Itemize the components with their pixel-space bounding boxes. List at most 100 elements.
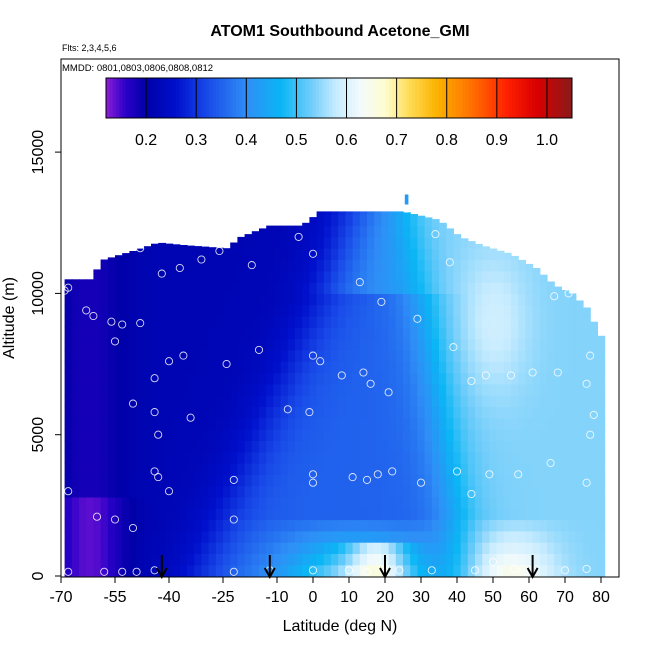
colorbar-segment [269,78,273,118]
heatmap-cell [367,395,375,407]
heatmap-cell [511,361,519,374]
heatmap-cell [244,293,253,306]
heatmap-cell [237,395,246,407]
heatmap-cell [64,485,73,498]
heatmap-cell [100,463,109,475]
heatmap-cell [172,259,181,272]
heatmap-cell [381,474,390,487]
heatmap-cell [251,383,260,396]
heatmap-cell [359,508,368,521]
heatmap-cell [323,440,332,453]
heatmap-cell [496,406,505,419]
heatmap-cell [316,372,325,385]
heatmap-cell [417,508,426,521]
heatmap-cell [323,236,332,249]
colorbar-segment [442,78,447,118]
heatmap-cell [475,383,483,396]
heatmap-cell [136,349,145,362]
heatmap-cell [424,553,433,566]
heatmap-cell [136,417,145,430]
heatmap-cell [273,530,282,543]
heatmap-cell [259,463,267,475]
heatmap-cell [496,564,505,577]
heatmap-cell [388,349,397,362]
heatmap-cell [215,247,224,249]
heatmap-cell [410,383,418,396]
heatmap-cell [237,451,246,464]
heatmap-cell [417,327,426,340]
heatmap-cell [323,429,332,441]
heatmap-cell [381,463,390,475]
heatmap-cell [431,293,440,306]
x-tick-label: -25 [211,589,234,606]
heatmap-cell [352,553,361,566]
colorbar-segment [222,78,227,118]
heatmap-cell [403,406,411,419]
heatmap-cell [583,327,591,340]
heatmap-cell [230,406,238,419]
heatmap-cell [518,338,526,351]
heatmap-cell [403,248,411,261]
heatmap-cell [93,519,102,532]
heatmap-cell [496,282,505,294]
heatmap-cell [554,440,562,453]
heatmap-cell [100,304,109,317]
heatmap-cell [367,361,375,374]
heatmap-cell [223,338,231,351]
heatmap-cell [525,282,534,294]
heatmap-cell [424,542,433,554]
heatmap-cell [583,485,591,498]
colorbar-segment [302,78,307,118]
heatmap-cell [561,485,570,498]
heatmap-cell [172,451,181,464]
heatmap-cell [568,485,577,498]
heatmap-cell [489,383,498,396]
heatmap-cell [179,293,188,306]
heatmap-cell [467,282,476,294]
heatmap-cell [93,530,102,543]
heatmap-cell [460,293,469,306]
heatmap-cell [266,429,274,441]
heatmap-cell [223,349,231,362]
heatmap-cell [575,417,584,430]
heatmap-cell [179,440,188,453]
heatmap-cell [158,496,166,509]
colorbar-frame [105,77,573,119]
heatmap-cell [158,293,166,306]
colorbar-segment [106,78,110,118]
heatmap-cell [122,530,130,543]
heatmap-cell [302,236,310,249]
heatmap-cell [309,338,318,351]
heatmap-cell [338,327,346,340]
heatmap-cell [165,485,174,498]
heatmap-cell [187,361,195,374]
heatmap-cell [403,417,411,430]
heatmap-cell [539,304,548,317]
heatmap-cell [467,248,476,261]
heatmap-cell [518,530,526,543]
heatmap-cell [158,304,166,317]
observation-point [64,567,73,576]
heatmap-cell [460,338,469,351]
heatmap-cell [518,496,526,509]
heatmap-cell [230,564,238,577]
heatmap-cell [359,270,368,283]
heatmap-cell [115,440,123,453]
heatmap-cell [431,270,440,283]
heatmap-cell [388,417,397,430]
heatmap-cell [417,361,426,374]
heatmap-cell [403,485,411,498]
heatmap-cell [352,338,361,351]
heatmap-cell [251,270,260,283]
heatmap-cell [316,530,325,543]
heatmap-cell [424,451,433,464]
colorbar-segment [135,78,140,118]
heatmap-cell [439,395,447,407]
heatmap-cell [381,542,390,554]
heatmap-cell [223,248,231,261]
heatmap-cell [496,293,505,306]
heatmap-cell [187,417,195,430]
heatmap-cell [338,451,346,464]
heatmap-cell [453,248,462,261]
heatmap-cell [107,564,116,577]
